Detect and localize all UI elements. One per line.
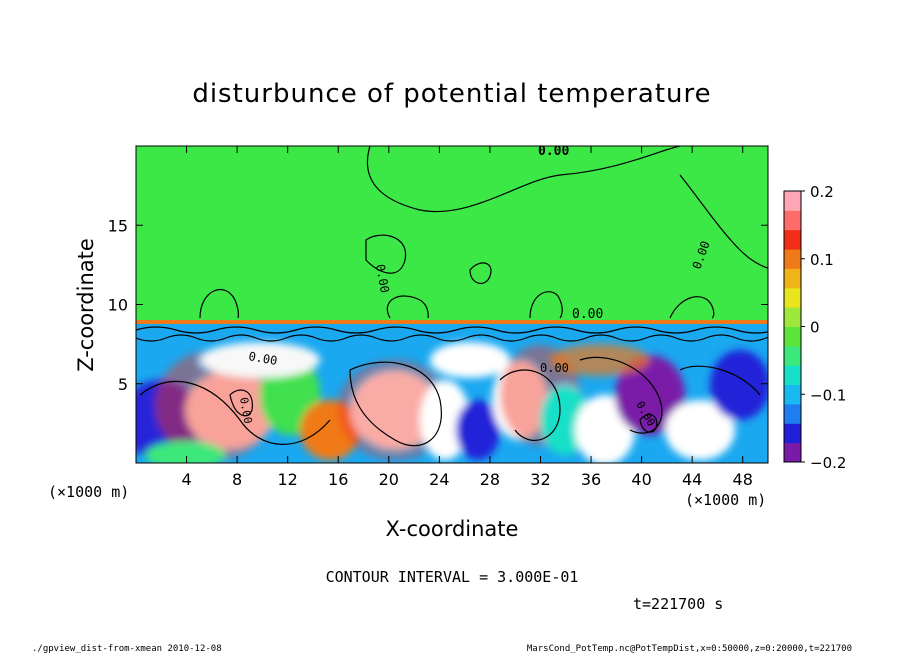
x-axis-ticks: 4 8 12 16 20 24 28 32 36 40 44 48 xyxy=(181,146,753,489)
colorbar-tick-label: −0.2 xyxy=(810,454,846,472)
footer-left: ./gpview_dist-from-xmean 2010-12-08 xyxy=(32,644,222,654)
colorbar-segment xyxy=(784,210,801,231)
x-axis-unit-left: (×1000 m) xyxy=(48,483,129,501)
contour-label: 0.00 xyxy=(538,144,569,159)
contour-label: 0.00 xyxy=(572,307,603,322)
colorbar-tick-label: 0.1 xyxy=(810,251,834,269)
footer-right: MarsCond_PotTemp.nc@PotTempDist,x=0:5000… xyxy=(527,644,852,654)
chart-title: disturbunce of potential temperature xyxy=(192,79,711,109)
y-tick-label: 15 xyxy=(108,216,128,235)
time-stamp: t=221700 s xyxy=(633,595,723,613)
colorbar-segment xyxy=(784,191,801,211)
x-axis-label: X-coordinate xyxy=(386,517,519,541)
x-tick-label: 16 xyxy=(328,470,348,489)
contour-label: 0.00 xyxy=(540,361,569,375)
colorbar-segment xyxy=(784,365,801,386)
x-axis-unit-right: (×1000 m) xyxy=(685,491,766,509)
contour-label: 0.00 xyxy=(247,349,278,368)
colorbar-segment xyxy=(784,229,801,250)
colorbar-segment xyxy=(784,423,801,444)
colorbar: 0.2 0.1 0 −0.1 −0.2 xyxy=(783,183,846,472)
x-tick-label: 48 xyxy=(733,470,753,489)
plot-area: 0.00 0.00 0.00 0.00 0.00 0.00 0.00 0.00 xyxy=(136,144,768,463)
colorbar-segment xyxy=(784,403,801,424)
colorbar-segment xyxy=(784,249,801,269)
y-axis-label: Z-coordinate xyxy=(74,238,98,372)
colorbar-segment xyxy=(784,307,801,327)
x-tick-label: 8 xyxy=(232,470,242,489)
interface-band xyxy=(136,320,768,324)
x-tick-label: 24 xyxy=(429,470,449,489)
x-tick-label: 40 xyxy=(631,470,651,489)
contour-label: 0.00 xyxy=(237,396,254,424)
x-tick-label: 4 xyxy=(181,470,191,489)
zero-contour-upper xyxy=(199,146,768,319)
colorbar-tick-label: 0.2 xyxy=(810,183,834,201)
contour-interval: CONTOUR INTERVAL = 3.000E-01 xyxy=(326,568,579,586)
x-tick-label: 20 xyxy=(379,470,399,489)
colorbar-segment xyxy=(784,384,801,405)
x-tick-label: 36 xyxy=(581,470,601,489)
colorbar-segment xyxy=(784,442,801,463)
zero-contour-lower xyxy=(139,356,761,447)
y-axis-ticks: 5 10 15 xyxy=(108,216,768,394)
colorbar-segment xyxy=(784,287,801,308)
contour-label: 0.00 xyxy=(373,263,392,294)
colorbar-segment xyxy=(784,268,801,289)
interface-contours xyxy=(136,326,768,342)
x-tick-label: 32 xyxy=(530,470,550,489)
y-tick-label: 5 xyxy=(118,375,128,394)
y-tick-label: 10 xyxy=(108,296,128,315)
colorbar-segment xyxy=(784,345,801,366)
x-tick-label: 28 xyxy=(480,470,500,489)
x-tick-label: 44 xyxy=(682,470,702,489)
x-tick-label: 12 xyxy=(278,470,298,489)
upper-layer-field xyxy=(136,146,768,323)
colorbar-tick-label: −0.1 xyxy=(810,386,846,404)
colorbar-tick-label: 0 xyxy=(810,319,820,337)
colorbar-segment xyxy=(784,326,801,347)
